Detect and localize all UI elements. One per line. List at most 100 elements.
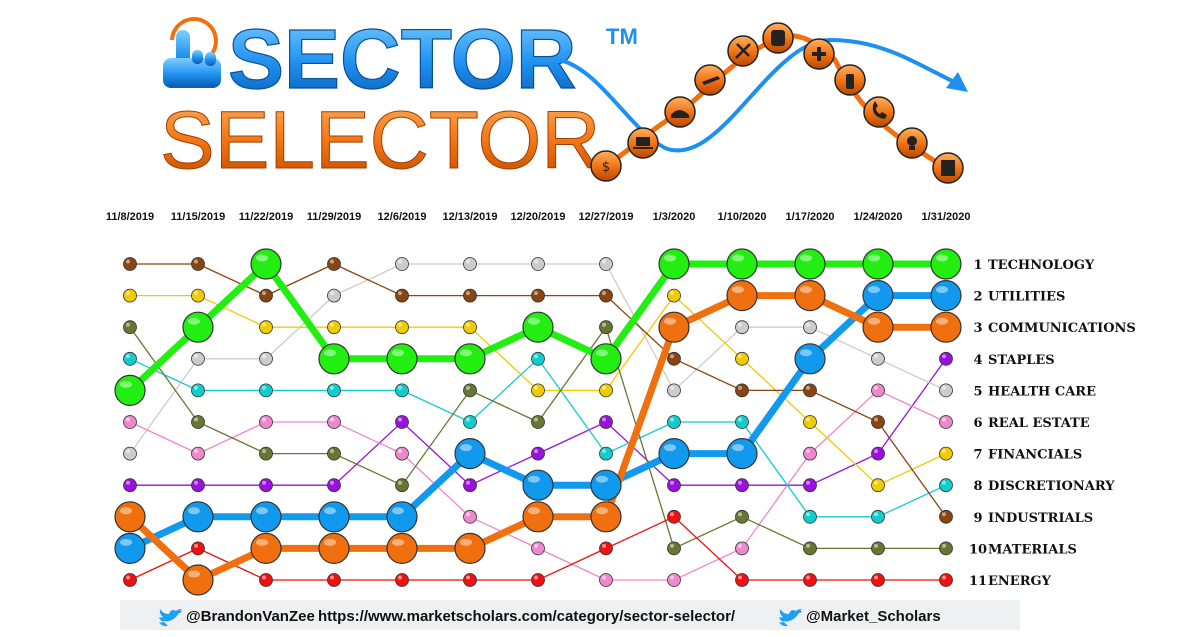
marker-shine-discretionary [398,385,402,390]
marker-materials [191,415,205,429]
money-bag-icon [590,150,622,182]
marker-energy [871,573,885,587]
marker-materials [123,320,137,335]
marker-shine-staples [670,480,674,485]
marker-shine-discretionary [262,385,266,390]
marker-highlight-utilities [324,507,336,515]
marker-shine-real_estate [534,543,538,548]
marker-technology [590,343,622,375]
marker-shine-industrials [194,259,198,264]
marker-staples [259,478,273,493]
marker-industrials [123,257,137,271]
marker-real_estate [531,541,545,556]
logo-word-sector: SECTOR [228,12,577,106]
marker-health_care [191,351,205,366]
marker-shine-materials [874,543,878,548]
marker-shine-energy [398,575,402,580]
marker-highlight-communications [936,317,948,325]
marker-materials [871,541,885,556]
marker-real_estate [871,383,885,398]
marker-shine-materials [194,417,198,422]
marker-materials [395,478,409,493]
marker-shine-health_care [330,291,334,296]
marker-shine-energy [466,575,470,580]
marker-shine-industrials [534,291,538,296]
marker-utilities [454,438,486,470]
date-label: 12/27/2019 [578,211,633,223]
marker-shine-health_care [262,354,266,359]
rank-sector-label: COMMUNICATIONS [988,321,1136,336]
marker-shine-energy [942,575,946,580]
marker-communications [318,532,350,565]
marker-highlight-technology [256,254,268,262]
marker-shine-materials [738,512,742,517]
marker-discretionary [327,383,341,398]
twitter-bird-icon[interactable] [159,609,182,627]
marker-discretionary [735,415,749,429]
marker-shine-health_care [738,322,742,327]
marker-communications [386,532,418,565]
marker-health_care [123,446,137,461]
marker-energy [667,509,681,524]
rank-sector-label: MATERIALS [988,542,1077,557]
marker-industrials [735,383,749,398]
marker-energy [191,541,205,556]
marker-shine-real_estate [874,385,878,390]
marker-shine-discretionary [874,512,878,517]
marker-highlight-technology [188,317,200,325]
marker-utilities [794,343,826,375]
marker-discretionary [939,478,953,493]
marker-staples [939,351,953,366]
marker-shine-staples [874,449,878,454]
marker-highlight-communications [868,317,880,325]
marker-shine-financials [194,291,198,296]
marker-shine-industrials [874,417,878,422]
marker-staples [667,478,681,493]
marker-financials [327,320,341,335]
marker-shine-materials [806,543,810,548]
marker-shine-discretionary [602,449,606,454]
marker-health_care [803,320,817,335]
footer-left-handle[interactable]: @BrandonVanZee [186,608,315,625]
date-label: 1/31/2020 [922,211,971,223]
marker-technology [250,248,282,280]
marker-shine-health_care [398,259,402,264]
marker-shine-discretionary [942,480,946,485]
marker-highlight-utilities [868,286,880,294]
marker-financials [191,288,205,303]
marker-shine-financials [806,417,810,422]
marker-industrials [803,383,817,398]
date-label: 11/22/2019 [239,211,293,223]
footer-right-handle[interactable]: @Market_Scholars [806,608,941,625]
marker-utilities [658,438,690,470]
marker-shine-industrials [942,512,946,517]
marker-shine-real_estate [602,575,606,580]
marker-communications [590,501,622,533]
marker-highlight-utilities [664,444,676,452]
marker-materials [667,541,681,556]
rank-sector-label: TECHNOLOGY [988,258,1095,273]
marker-shine-industrials [262,291,266,296]
marker-highlight-communications [120,507,132,515]
marker-shine-energy [738,575,742,580]
marker-real_estate [803,446,817,461]
twitter-bird-icon[interactable] [779,609,802,627]
marker-highlight-communications [732,286,744,294]
rank-number: 6 [973,416,982,431]
rank-number: 7 [973,448,982,463]
marker-shine-industrials [398,291,402,296]
logo-word-selector: SELECTOR [160,95,601,186]
marker-discretionary [123,351,137,366]
marker-technology [726,248,758,280]
rank-sector-label: STAPLES [988,353,1055,368]
marker-shine-health_care [466,259,470,264]
date-label: 1/3/2020 [653,211,696,223]
marker-communications [522,501,554,533]
marker-technology [454,343,486,375]
marker-shine-materials [330,449,334,454]
marker-technology [182,311,214,343]
marker-shine-financials [942,449,946,454]
marker-shine-real_estate [194,449,198,454]
marker-shine-discretionary [466,417,470,422]
footer-url[interactable]: https://www.marketscholars.com/category/… [318,608,736,625]
